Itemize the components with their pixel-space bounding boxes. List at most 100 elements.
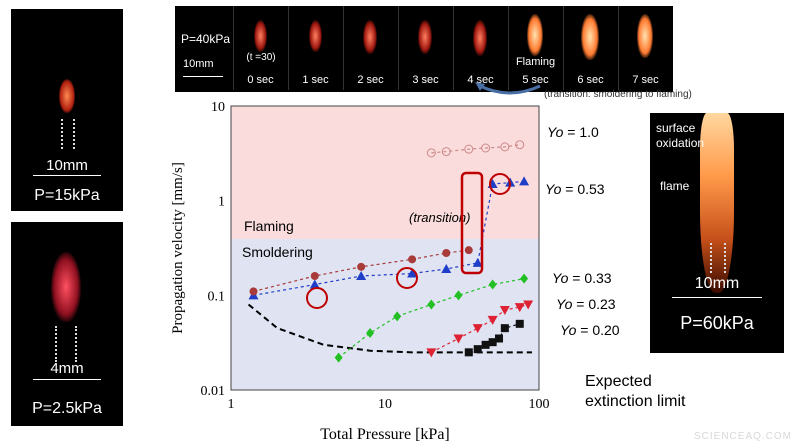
data-point xyxy=(453,334,464,344)
data-point xyxy=(515,140,525,150)
flaming-frame-label: Flaming xyxy=(515,56,556,68)
timelapse-frame: 0 sec xyxy=(233,6,287,90)
highlight-circle-1 xyxy=(306,287,328,309)
data-point xyxy=(499,305,510,315)
x-axis-label: Total Pressure [kPa] xyxy=(320,426,450,443)
yo-label-1.0: Yo = 1.0 xyxy=(547,124,599,140)
y-tick-label: 10 xyxy=(211,100,225,115)
data-point xyxy=(393,311,402,322)
extinction-curve xyxy=(247,303,532,354)
data-point xyxy=(442,249,451,258)
data-point xyxy=(519,176,530,186)
pressure-60kpa: P=60kPa xyxy=(680,313,754,333)
data-point xyxy=(249,287,258,296)
data-point xyxy=(500,324,509,333)
data-point xyxy=(481,340,490,349)
data-point xyxy=(523,300,534,310)
frame-time-label: 7 sec xyxy=(632,74,659,86)
surface-oxidation-label: surface oxidation xyxy=(656,121,705,150)
strip-scale-label: 10mm xyxy=(183,58,214,70)
data-point xyxy=(481,143,491,153)
yo-label-0.33: Yo = 0.33 xyxy=(552,270,612,286)
timelapse-frame: 5 sec Flaming xyxy=(508,6,562,90)
time-note: (t =30) xyxy=(246,52,276,63)
x-tick-label: 100 xyxy=(529,397,550,412)
data-point xyxy=(472,324,483,334)
region-transition-label: (transition) xyxy=(409,210,470,225)
timelapse-frame: 3 sec xyxy=(398,6,452,90)
scale-10mm-right: 10mm xyxy=(694,275,740,292)
y-tick-label: 0.01 xyxy=(201,384,226,399)
scale-10mm: 10mm xyxy=(46,157,88,174)
highlight-circle-2 xyxy=(396,267,418,289)
data-point xyxy=(366,328,375,339)
data-point xyxy=(488,279,497,290)
data-point xyxy=(356,271,367,281)
photo-2_5kpa: 4mm P=2.5kPa xyxy=(11,222,123,426)
data-point xyxy=(472,257,483,267)
timelapse-frame: 2 sec xyxy=(343,6,397,90)
region-flaming-label: Flaming xyxy=(244,218,294,234)
data-point xyxy=(520,273,529,284)
timelapse-frame: 6 sec xyxy=(563,6,617,90)
data-point xyxy=(426,348,437,358)
timelapse-frame: 1 sec xyxy=(288,6,342,90)
pressure-15kpa: P=15kPa xyxy=(34,187,100,204)
yo-label-0.53: Yo = 0.53 xyxy=(545,181,605,197)
data-point xyxy=(407,268,418,278)
scale-4mm: 4mm xyxy=(50,360,84,377)
data-point xyxy=(334,352,343,363)
data-point xyxy=(427,299,436,310)
strip-pressure-label: P=40kPa xyxy=(181,32,231,46)
pressure-2_5kpa: P=2.5kPa xyxy=(32,400,102,417)
flaming-region xyxy=(231,106,539,239)
yo-label-0.23: Yo = 0.23 xyxy=(556,296,616,312)
data-point xyxy=(495,334,504,343)
strip-scale-arrow xyxy=(183,76,223,77)
data-point xyxy=(515,319,524,328)
frame-time-label: 5 sec xyxy=(522,74,549,86)
x-tick-label: 1 xyxy=(228,397,235,412)
flame-label: flame xyxy=(660,179,690,193)
y-axis-label: Propagation velocity [mm/s] xyxy=(170,162,186,334)
region-smoldering-label: Smoldering xyxy=(242,244,313,260)
x-tick-label: 10 xyxy=(378,397,392,412)
velocity-pressure-chart: 1 10 100 0.01 0.1 1 10 Flaming Smoldering (tra… xyxy=(170,100,550,443)
series-line xyxy=(431,144,520,154)
frame-time-label: 3 sec xyxy=(412,74,439,86)
data-point xyxy=(500,142,510,152)
data-point xyxy=(488,338,497,347)
data-point xyxy=(310,272,319,281)
transition-note: (transition: smoldering to flaming) xyxy=(544,89,692,100)
timelapse-frame: 4 sec xyxy=(453,6,507,90)
yo-label-0.20: Yo = 0.20 xyxy=(560,322,620,338)
timelapse-frame: 7 sec xyxy=(618,6,672,90)
extinction-label: Expected extinction limit xyxy=(585,373,686,410)
smoldering-region xyxy=(231,239,539,390)
data-point xyxy=(309,279,320,289)
y-tick-label: 1 xyxy=(218,195,225,210)
highlight-circle-3 xyxy=(489,173,511,195)
data-point xyxy=(441,147,451,157)
data-point xyxy=(408,255,417,264)
y-tick-label: 0.1 xyxy=(208,289,226,304)
data-point xyxy=(473,345,482,354)
watermark: SCIENCEAQ.COM xyxy=(693,431,792,442)
transition-box xyxy=(460,171,484,275)
data-point xyxy=(441,263,452,273)
frame-time-label: 6 sec xyxy=(577,74,604,86)
data-point xyxy=(464,144,474,154)
photo-15kpa: 10mm P=15kPa xyxy=(11,9,123,211)
plot-frame xyxy=(230,105,540,391)
data-point xyxy=(514,303,525,313)
photo-60kpa: surface oxidation flame 10mm P=60kPa xyxy=(650,113,784,353)
data-point xyxy=(426,148,436,158)
data-point xyxy=(454,290,463,301)
data-point xyxy=(464,348,473,357)
frame-time-label: 2 sec xyxy=(357,74,384,86)
timelapse-strip: P=40kPa 10mm 0 sec 1 sec 2 sec 3 sec 4 sec 5 … xyxy=(175,6,673,92)
transition-loop-arrow xyxy=(475,82,541,95)
frame-time-label: 4 sec xyxy=(467,74,494,86)
frame-time-label: 1 sec xyxy=(302,74,329,86)
frame-time-label: 0 sec xyxy=(247,74,274,86)
